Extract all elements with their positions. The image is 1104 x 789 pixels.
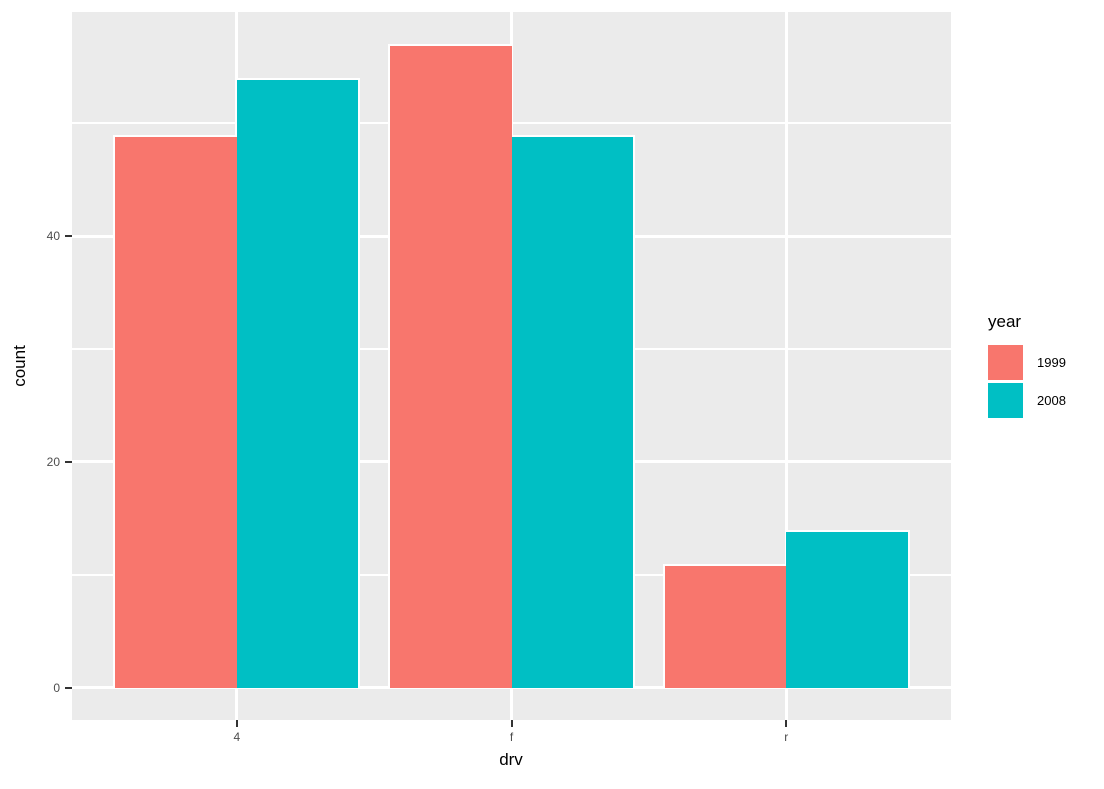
legend: year 1999 2008 xyxy=(988,311,1066,421)
x-axis-tick-4 xyxy=(235,720,238,727)
legend-swatch-1999 xyxy=(988,345,1023,380)
y-axis-tick-40 xyxy=(65,235,72,238)
y-axis-tick-0 xyxy=(65,686,72,689)
x-axis-tick-f xyxy=(510,720,513,727)
gridline-major-x-r xyxy=(784,12,788,720)
legend-item-2008: 2008 xyxy=(988,383,1066,418)
y-axis-title: count xyxy=(10,345,29,387)
legend-label-1999: 1999 xyxy=(1037,355,1066,370)
bar-4-1999 xyxy=(113,134,237,688)
legend-item-1999: 1999 xyxy=(988,345,1066,380)
y-axis-tick-label-40: 40 xyxy=(46,229,60,244)
y-axis-tick-label-0: 0 xyxy=(53,680,60,695)
y-axis-tick-label-20: 20 xyxy=(46,454,60,469)
bar-r-2008 xyxy=(786,529,910,688)
legend-label-2008: 2008 xyxy=(1037,393,1066,408)
x-axis-tick-label-r: r xyxy=(784,730,789,744)
bar-f-1999 xyxy=(387,44,512,688)
bar-f-2008 xyxy=(511,134,636,688)
legend-swatch-2008 xyxy=(988,383,1023,418)
x-axis-title: drv xyxy=(499,750,523,769)
bar-4-2008 xyxy=(236,78,361,688)
legend-title: year xyxy=(988,312,1022,331)
x-axis-tick-r xyxy=(785,720,788,727)
plot-panel xyxy=(72,12,951,720)
x-axis-tick-label-f: f xyxy=(509,730,514,744)
x-axis-tick-label-4: 4 xyxy=(233,730,241,744)
bar-r-1999 xyxy=(662,563,787,688)
y-axis-tick-20 xyxy=(65,460,72,463)
